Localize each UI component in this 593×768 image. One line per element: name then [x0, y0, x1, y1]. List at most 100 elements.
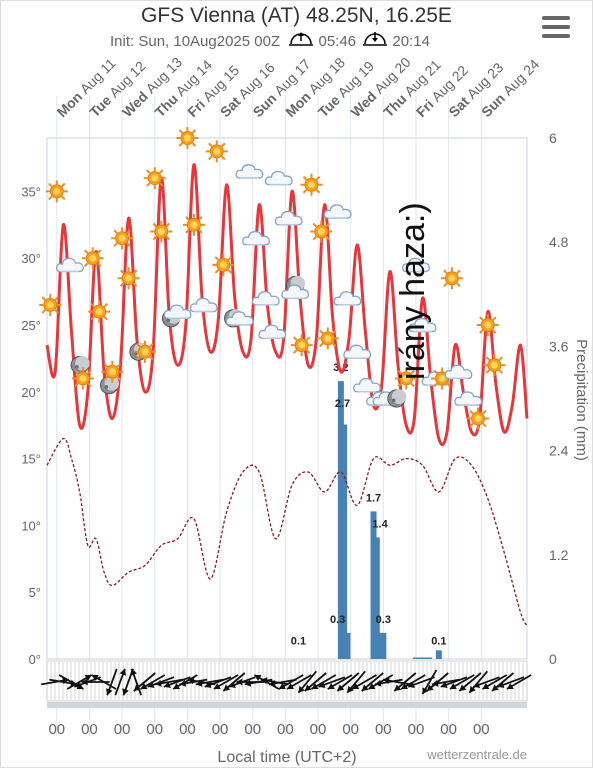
precipitation-axis: 0 1.2 2.4 3.6 4.8 6 Precipitation (mm) — [549, 130, 590, 667]
sun-icon — [142, 166, 167, 191]
precipitation-value-label: 1.7 — [366, 492, 381, 504]
precipitation-value-label: 0.3 — [330, 614, 345, 626]
wind-arrowhead — [408, 681, 415, 688]
cloud-icon — [235, 164, 264, 179]
sun-icon — [87, 299, 112, 324]
wind-arrowhead — [155, 679, 162, 687]
moon-icon — [99, 375, 120, 395]
wind-arrowhead — [163, 681, 171, 688]
wind-arrowhead — [187, 677, 195, 685]
time-tick-label: 00 — [81, 721, 98, 738]
wind-arrowhead — [401, 683, 408, 689]
cloud-icon — [258, 324, 287, 340]
wind-arrowhead — [449, 683, 457, 689]
precipitation-value-label: 0.1 — [431, 636, 446, 648]
temperature-tick-label: 20° — [21, 385, 41, 400]
temperature-tick-label: 5° — [29, 585, 41, 600]
sun-icon — [175, 126, 200, 150]
precipitation-tick-label: 4.8 — [549, 234, 569, 250]
precipitation-bar — [373, 537, 380, 659]
cloud-icon — [352, 377, 382, 393]
time-tick-label: 00 — [277, 721, 294, 738]
day-date: Aug 24 — [500, 56, 543, 99]
wind-arrowhead — [254, 675, 262, 681]
sun-icon — [289, 333, 314, 358]
time-tick-label: 00 — [375, 721, 392, 738]
wind-arrowhead — [492, 684, 499, 691]
precipitation-bar — [344, 632, 351, 659]
temperature-tick-label: 10° — [21, 518, 41, 533]
cloud-icon — [274, 210, 303, 226]
wind-arrowhead — [327, 683, 335, 689]
wind-arrowhead — [122, 688, 129, 696]
page-title: GFS Vienna (AT) 48.25N, 16.25E — [141, 4, 452, 27]
sun-icon — [80, 246, 105, 271]
sunset-time: 20:14 — [392, 33, 430, 50]
precipitation-tick-label: 1.2 — [549, 547, 569, 563]
sun-icon — [299, 172, 324, 197]
sun-icon — [149, 219, 174, 244]
temperature-line — [45, 163, 529, 447]
cloud-icon — [323, 204, 352, 219]
temperature-axis: 0° 5° 10° 15° 20° 25° 30° 35° — [21, 184, 41, 667]
temperature-tick-label: 25° — [21, 318, 41, 333]
temperature-tick-label: 35° — [21, 184, 41, 199]
precipitation-bar — [412, 657, 419, 659]
wind-arrowhead — [236, 678, 243, 686]
precipitation-value-label: 0.3 — [376, 614, 391, 626]
wind-arrowhead — [74, 681, 82, 688]
time-tick-label: 00 — [408, 721, 425, 738]
sun-icon — [466, 406, 491, 431]
wind-arrowhead — [106, 688, 113, 696]
precipitation-bar — [416, 657, 423, 659]
moon-icon — [70, 355, 90, 375]
menu-icon[interactable] — [542, 16, 570, 40]
cloud-icon — [264, 170, 293, 186]
wind-arrowhead — [91, 675, 99, 681]
precipitation-bar — [337, 381, 344, 659]
wind-strip-bar — [47, 702, 527, 708]
precipitation-bars: 0.10.33.22.71.71.40.30.1 — [291, 362, 446, 659]
time-tick-label: 00 — [114, 721, 131, 738]
wind-arrowhead — [130, 668, 137, 676]
sun-icon — [132, 339, 157, 364]
wind-arrowhead — [459, 684, 467, 691]
temperature-tick-label: 0° — [29, 652, 41, 667]
time-tick-label: 00 — [342, 721, 359, 738]
sun-icon — [70, 366, 95, 391]
sun-icon — [116, 266, 141, 291]
wind-arrowhead — [352, 683, 360, 689]
time-tick-label: 00 — [48, 721, 65, 738]
precipitation-bar — [419, 657, 426, 659]
wind-arrowhead — [506, 683, 514, 689]
cloud-icon — [251, 290, 280, 306]
wind-arrowhead — [119, 668, 127, 676]
sun-icon — [309, 219, 334, 244]
dewpoint-line — [46, 437, 528, 626]
wind-arrowhead — [147, 681, 155, 688]
sunset-icon — [363, 32, 388, 46]
precipitation-tick-label: 3.6 — [549, 338, 569, 354]
wind-arrowhead — [375, 679, 382, 687]
wind-arrowhead — [204, 681, 212, 688]
wind-arrowhead — [81, 678, 88, 686]
wind-arrowhead — [361, 684, 369, 691]
overlay-annotation: irány haza:) — [394, 202, 432, 380]
precipitation-bar — [426, 657, 433, 659]
precipitation-bar — [341, 424, 348, 659]
wind-arrowhead — [482, 683, 490, 689]
time-tick-label: 00 — [440, 721, 457, 738]
wind-arrowhead — [440, 681, 448, 688]
credit-label: wetterzentrale.de — [426, 747, 527, 762]
wind-arrowhead — [84, 675, 92, 681]
sun-icon — [181, 212, 206, 237]
wind-arrowhead — [278, 683, 286, 689]
wind-arrowhead — [140, 683, 148, 689]
wind-arrowhead — [469, 685, 476, 693]
precipitation-bar — [380, 632, 387, 659]
init-info: Init: Sun, 10Aug2025 00Z 05:46 20:14 — [110, 32, 430, 50]
wind-arrowhead — [179, 679, 187, 687]
sun-icon — [439, 266, 464, 291]
